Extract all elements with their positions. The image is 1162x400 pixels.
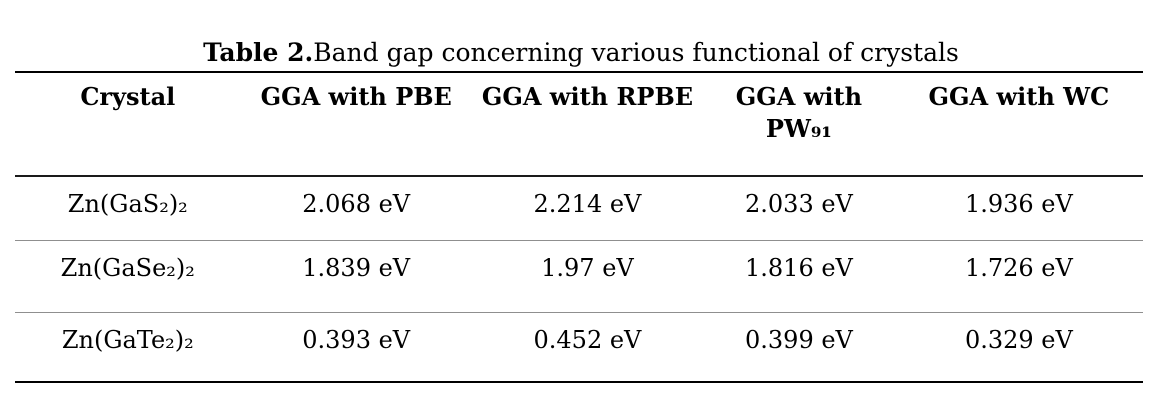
bandgap-table: Crystal GGA with PBE GGA with RPBE GGA w… (15, 71, 1143, 383)
col-header-gga-rpbe: GGA with RPBE (481, 82, 694, 111)
table-row: Zn(GaS₂)₂ 2.068 eV 2.214 eV 2.033 eV 1.9… (15, 176, 1143, 240)
cell-bandgap-value: 2.068 eV (302, 190, 411, 218)
cell-bandgap-value: 1.936 eV (964, 190, 1073, 218)
cell-bandgap-value: 0.393 eV (302, 325, 411, 354)
col-header-gga-pw91: GGA with PW₉₁ (703, 72, 895, 176)
col-header-gga-pw91-line2: PW₉₁ (765, 114, 832, 144)
table-caption-title: Band gap concerning various functional o… (313, 38, 959, 67)
cell-bandgap-value: 2.033 eV (745, 190, 853, 218)
cell-bandgap-value: 1.816 eV (745, 253, 853, 282)
cell-bandgap-value: 0.399 eV (745, 325, 853, 354)
cell-crystal-name: Zn(GaSe₂)₂ (60, 253, 195, 282)
cell-bandgap-value: 0.452 eV (533, 325, 642, 354)
col-header-gga-pw91-line1: GGA with (735, 82, 863, 111)
cell-bandgap-value: 1.97 eV (541, 253, 634, 282)
cell-crystal-name: Zn(GaS₂)₂ (67, 190, 188, 218)
table-row: Zn(GaTe₂)₂ 0.393 eV 0.452 eV 0.399 eV 0.… (15, 312, 1143, 382)
cell-bandgap-value: 2.214 eV (533, 190, 642, 218)
table-body: Zn(GaS₂)₂ 2.068 eV 2.214 eV 2.033 eV 1.9… (15, 176, 1143, 382)
document-page: Table 2.Band gap concerning various func… (0, 38, 1162, 400)
cell-crystal-name: Zn(GaTe₂)₂ (61, 325, 194, 354)
cell-bandgap-value: 1.726 eV (964, 253, 1073, 282)
table-caption-number: Table 2. (203, 38, 314, 67)
header-row: Crystal GGA with PBE GGA with RPBE GGA w… (15, 72, 1143, 176)
table-row: Zn(GaSe₂)₂ 1.839 eV 1.97 eV 1.816 eV 1.7… (15, 240, 1143, 312)
cell-bandgap-value: 0.329 eV (964, 325, 1073, 354)
col-header-gga-wc: GGA with WC (928, 82, 1110, 111)
col-header-crystal: Crystal (80, 82, 176, 111)
table-caption: Table 2.Band gap concerning various func… (0, 38, 1162, 68)
table-header: Crystal GGA with PBE GGA with RPBE GGA w… (15, 72, 1143, 176)
cell-bandgap-value: 1.839 eV (302, 253, 411, 282)
col-header-gga-pbe: GGA with PBE (260, 82, 452, 111)
